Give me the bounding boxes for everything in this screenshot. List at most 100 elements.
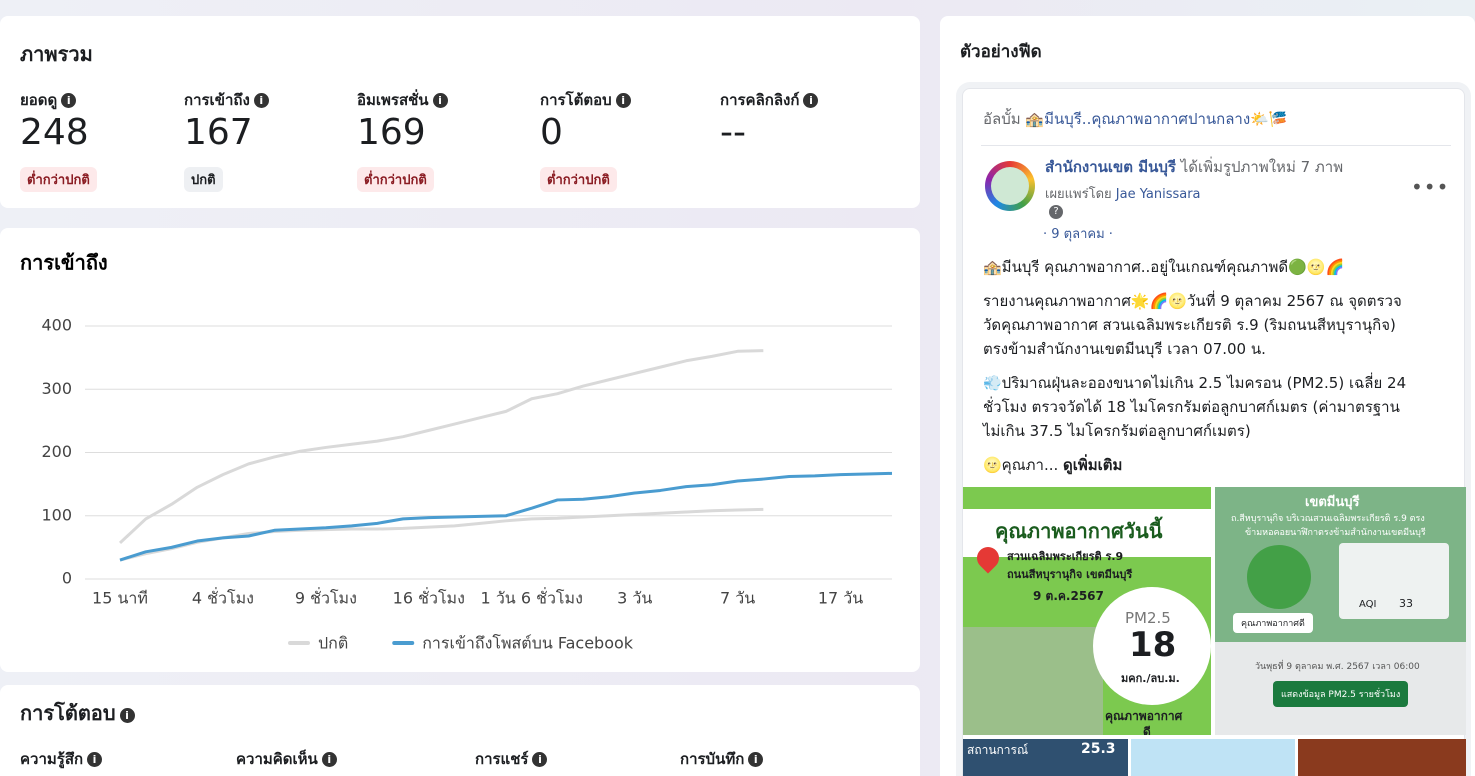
publisher[interactable]: Jae Yanissara [1115, 187, 1201, 202]
image-1[interactable]: คุณภาพอากาศวันนี้ สวนเฉลิมพระเกียรติ ร.9… [963, 487, 1211, 735]
truncated-text: 🌝คุณภา... [983, 456, 1059, 474]
metric-status: ต่ำกว่าปกติ [357, 167, 434, 192]
img2-heading: เขตมีนบุรี [1305, 495, 1360, 510]
album-prefix: อัลบั้ม [983, 110, 1021, 128]
metric-label-text: การคลิกลิงก์ [720, 91, 800, 109]
see-more[interactable]: ดูเพิ่มเติม [1063, 456, 1123, 474]
avatar[interactable] [985, 161, 1035, 211]
img2-line1: ถ.สีหบุรานุกิจ บริเวณสวนเฉลิมพระเกียรติ … [1231, 514, 1425, 524]
img1-unit: มคก./ลบ.ม. [1121, 672, 1180, 685]
chart-title: การเข้าถึง [20, 251, 108, 275]
reach-chart: การเข้าถึง 0 100 200 300 400 15 นาที 4 ชั่วโมง… [20, 251, 893, 653]
legend-label: ปกติ [318, 634, 348, 653]
img2-status: คุณภาพอากาศดี [1233, 613, 1313, 633]
page-name[interactable]: สำนักงานเขต มีนบุรี [1045, 158, 1176, 176]
img2-aqi-label: AQI [1359, 599, 1377, 610]
post-text-line: รายงานคุณภาพอากาศ🌟🌈🌝วันที่ 9 ตุลาคม 2567… [983, 292, 1402, 310]
y-tick-label: 200 [41, 442, 72, 461]
x-tick-label: 3 วัน [617, 589, 652, 608]
metric-label: การเข้าถึง i [184, 88, 269, 112]
img3-heading: สถานการณ์ [967, 743, 1029, 757]
post-text-line: ชั่วโมง ตรวจวัดได้ 18 ไมโครกรัมต่อลูกบาศ… [983, 398, 1400, 416]
info-icon: i [748, 752, 764, 767]
img2-button: แสดงข้อมูล PM2.5 รายชั่วโมง [1273, 681, 1409, 707]
metric-value: 167 [184, 112, 253, 153]
img1-place: สวนเฉลิมพระเกียรติ ร.9 [1007, 550, 1124, 563]
x-tick-label: 1 วัน 6 ชั่วโมง [481, 587, 583, 608]
image-4[interactable] [1131, 739, 1295, 776]
legend-label: การเข้าถึงโพสต์บน Facebook [422, 634, 634, 653]
x-tick-label: 4 ชั่วโมง [192, 587, 254, 608]
more-button[interactable]: ••• [1411, 175, 1450, 199]
y-tick-label: 400 [41, 316, 72, 335]
help-icon[interactable]: ? [1049, 205, 1063, 219]
img1-reading: 18 [1129, 625, 1177, 665]
album-link[interactable]: 🏤มีนบุรี..คุณภาพอากาศปานกลาง🌤️🎏 [1025, 110, 1288, 128]
metric-value: 248 [20, 112, 89, 153]
post-text-line: ตรงข้ามสำนักงานเขตมีนบุรี เวลา 07.00 น. [983, 340, 1266, 358]
column-header-text: ความรู้สึก [20, 750, 84, 768]
metric-label-text: อิมเพรสชั่น [357, 91, 429, 109]
info-icon: i [803, 93, 819, 108]
y-tick-label: 0 [62, 569, 72, 588]
post-text-line: ไม่เกิน 37.5 ไมโครกรัมต่อลูกบาศก์เมตร) [983, 422, 1251, 440]
info-icon: i [87, 752, 103, 767]
metric-label-text: ยอดดู [20, 91, 58, 109]
publish-line: เผยแพร่โดย Jae Yanissara [1045, 183, 1201, 204]
img1-metric: PM2.5 [1125, 609, 1171, 627]
x-tick-label: 9 ชั่วโมง [295, 587, 357, 608]
reach-card: การเข้าถึง 0 100 200 300 400 15 นาที 4 ชั่วโมง… [0, 228, 920, 672]
metric-label: การคลิกลิงก์ i [720, 88, 819, 112]
interactions-card: การโต้ตอบ i ความรู้สึก i ความคิดเห็น i การแชร… [0, 685, 920, 776]
metric-status: ต่ำกว่าปกติ [20, 167, 97, 192]
img1-quality: คุณภาพอากาศ [1105, 709, 1183, 723]
interactions-title-text: การโต้ตอบ [20, 701, 116, 725]
image-3[interactable]: สถานการณ์ 25.3 [963, 739, 1128, 776]
post-date[interactable]: · 9 ตุลาคม · [1043, 227, 1113, 242]
post: อัลบั้ม 🏤มีนบุรี..คุณภาพอากาศปานกลาง🌤️🎏 … [962, 88, 1466, 776]
overview-card: ภาพรวม ยอดดู i 248 ต่ำกว่าปกติ การเข้าถึง i 16… [0, 16, 920, 208]
metric-status: ปกติ [184, 167, 223, 192]
img1-road: ถนนสีหบุรานุกิจ เขตมีนบุรี [1007, 568, 1133, 581]
column-header-text: การแชร์ [475, 750, 529, 768]
post-action: ได้เพิ่มรูปภาพใหม่ 7 ภาพ [1180, 158, 1344, 176]
img1-heading: คุณภาพอากาศวันนี้ [995, 519, 1163, 543]
feed-card: ตัวอย่างฟีด อัลบั้ม 🏤มีนบุรี..คุณภาพอากา… [940, 16, 1475, 776]
metric-label-text: การโต้ตอบ [540, 91, 612, 109]
column-header: การบันทึก i [680, 747, 764, 771]
divider [981, 145, 1451, 146]
metric-label-text: การเข้าถึง [184, 91, 250, 109]
post-text-line: วัดคุณภาพอากาศ สวนเฉลิมพระเกียรติ ร.9 (ร… [983, 316, 1396, 334]
column-header: ความคิดเห็น i [236, 747, 337, 771]
feed-title: ตัวอย่างฟีด [960, 42, 1042, 62]
info-icon: i [321, 752, 337, 767]
line [118, 349, 764, 545]
album-line: อัลบั้ม 🏤มีนบุรี..คุณภาพอากาศปานกลาง🌤️🎏 [983, 107, 1288, 131]
img1-date: 9 ต.ค.2567 [1033, 589, 1104, 603]
metric-label: การโต้ตอบ i [540, 88, 631, 112]
column-header-text: ความคิดเห็น [236, 750, 318, 768]
img3-reading: 25.3 [1081, 741, 1116, 757]
overview-title: ภาพรวม [20, 42, 93, 66]
line [119, 471, 893, 562]
metric-label: ยอดดู i [20, 88, 77, 112]
metric-status: ต่ำกว่าปกติ [540, 167, 617, 192]
info-icon: i [61, 93, 77, 108]
image-5[interactable] [1298, 739, 1466, 776]
column-header: การแชร์ i [475, 747, 548, 771]
info-icon: i [253, 93, 269, 108]
y-tick-label: 100 [41, 505, 72, 524]
header-line: สำนักงานเขต มีนบุรี ได้เพิ่มรูปภาพใหม่ 7… [1045, 155, 1343, 179]
image-2[interactable]: เขตมีนบุรี ถ.สีหบุรานุกิจ บริเวณสวนเฉลิม… [1215, 487, 1466, 735]
metric-value: 0 [540, 112, 563, 153]
x-tick-label: 16 ชั่วโมง [393, 587, 465, 608]
column-header-text: การบันทึก [680, 750, 745, 768]
published-by: เผยแพร่โดย [1045, 187, 1112, 202]
info-icon: i [615, 93, 631, 108]
info-icon: i [532, 752, 548, 767]
img2-aqi: 33 [1399, 597, 1413, 610]
img2-line2: ข้ามหอคอยนาฬิกาตรงข้ามสำนักงานเขตมีนบุรี [1245, 528, 1426, 538]
img2-timestamp: วันพุธที่ 9 ตุลาคม พ.ศ. 2567 เวลา 06:00 [1255, 662, 1420, 672]
post-text-line: 💨ปริมาณฝุ่นละอองขนาดไม่เกิน 2.5 ไมครอน (… [983, 374, 1407, 392]
